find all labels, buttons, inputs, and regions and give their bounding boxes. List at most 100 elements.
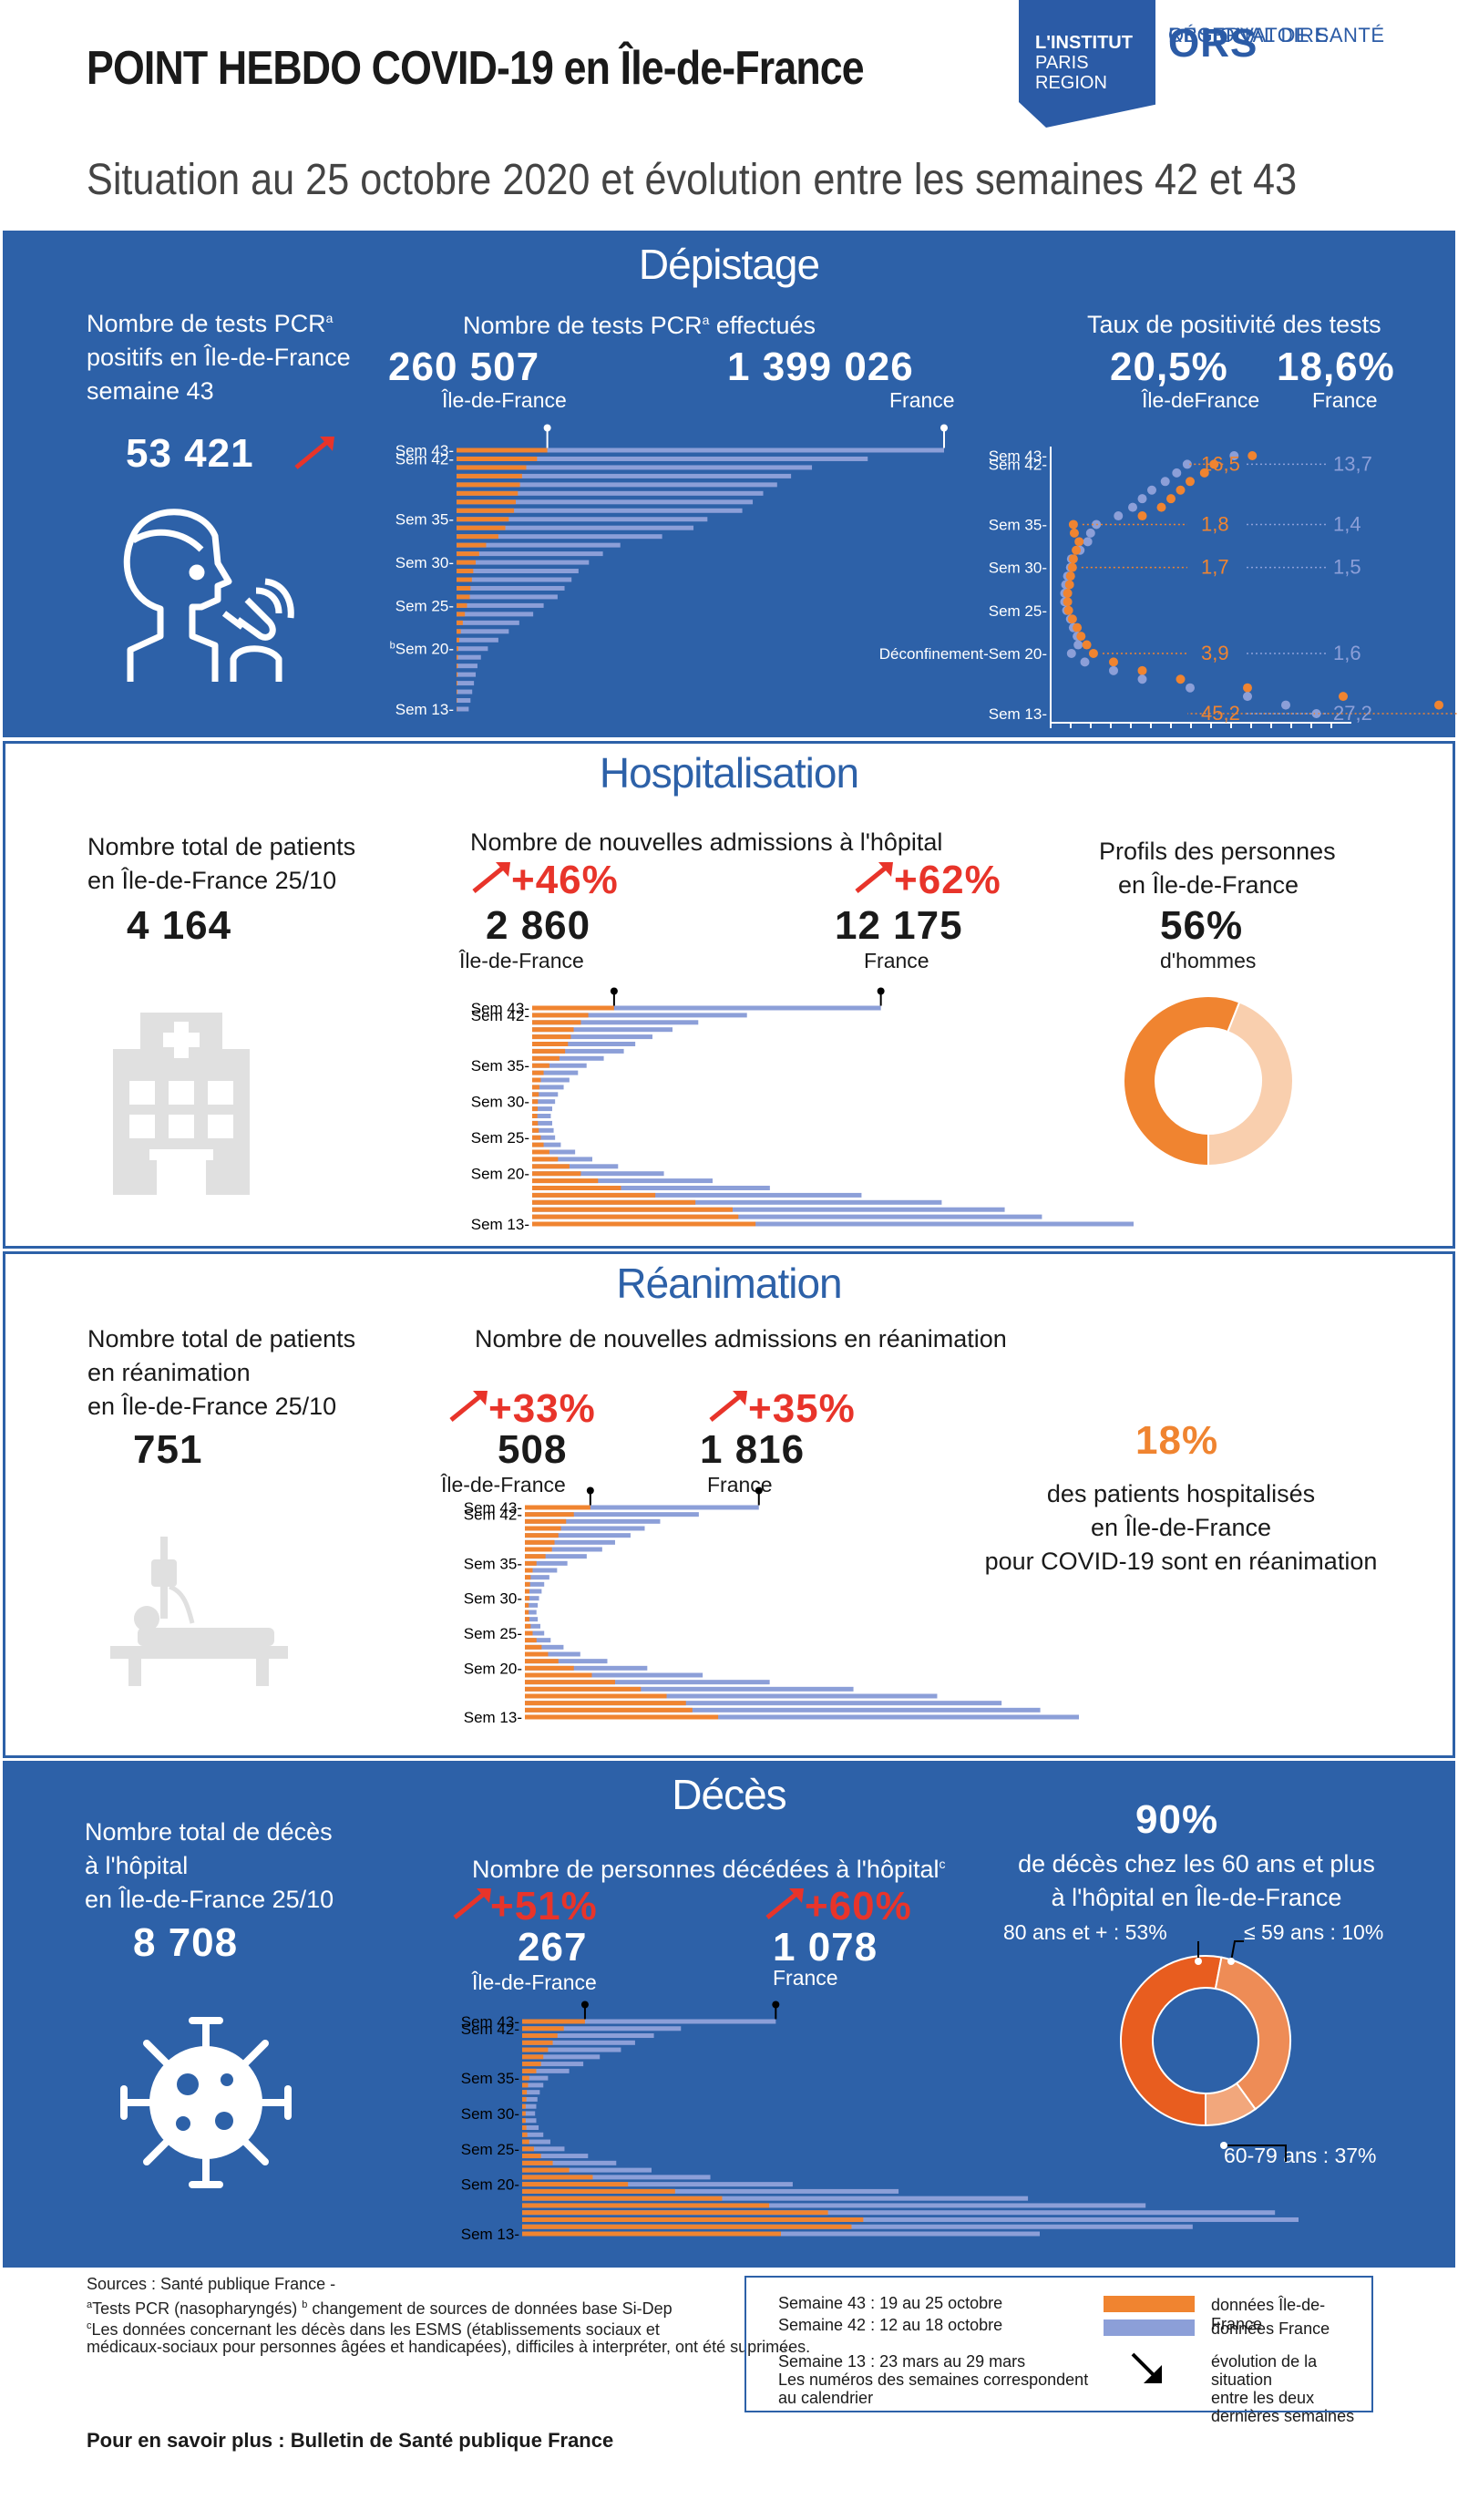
point-idf-sem-40	[1186, 477, 1195, 487]
bar-idf-sem-41	[522, 2033, 558, 2039]
bar-idf-sem-21	[522, 2175, 593, 2180]
bar-france-sem-27	[525, 1617, 539, 1622]
deces-bar-chart: Sem 43-Sem 42- Sem 35- Sem 30- Sem 25- Sem 2…	[461, 2001, 1299, 2243]
bar-idf-sem-19	[525, 1672, 592, 1678]
bar-france-sem-21	[457, 637, 498, 643]
bar-france-sem-42	[457, 456, 868, 461]
tick-label-sem-25: Sem 25-	[395, 597, 454, 614]
legend-week42: Semaine 42 : 12 au 18 octobre	[778, 2316, 1003, 2334]
point-france-sem-20	[1066, 648, 1076, 658]
bar-idf-sem-35	[522, 2075, 529, 2081]
point-idf-sem-19	[1109, 657, 1118, 667]
deces-pct-90: 90%	[1135, 1797, 1219, 1842]
section-title: Réanimation	[616, 1260, 842, 1307]
tick-label-sem-20: bSem 20-	[390, 641, 454, 658]
tick-label-sem-30: Sem 30-	[471, 1094, 529, 1111]
bar-france-sem-32	[525, 1581, 545, 1587]
deces-idf-label: Île-de-France	[472, 1970, 597, 1994]
section-title: Dépistage	[638, 241, 820, 288]
bar-idf-sem-23	[522, 2160, 553, 2165]
virus-icon	[120, 2017, 292, 2188]
bar-france-sem-17	[457, 672, 477, 677]
bar-france-sem-26	[457, 594, 558, 600]
bar-idf-sem-41	[525, 1518, 567, 1524]
point-france-sem-14	[1281, 700, 1290, 710]
point-france-sem-19	[1080, 657, 1090, 667]
bar-france-sem-35	[522, 2075, 549, 2081]
point-idf-sem-16	[1243, 683, 1252, 693]
bar-france-sem-43	[532, 1005, 881, 1011]
bar-idf-sem-31	[525, 1589, 529, 1594]
point-idf-sem-36	[1137, 511, 1147, 521]
bar-idf-sem-43	[457, 447, 548, 453]
donut-callouts	[1195, 1940, 1287, 2162]
value-france-sem-13: 27,2	[1333, 702, 1372, 725]
bar-idf-sem-22	[457, 629, 461, 634]
bar-idf-sem-16	[522, 2210, 828, 2216]
deces-total-value: 8 708	[133, 1920, 239, 1965]
legend-fr: données France	[1211, 2319, 1330, 2338]
tick-label-sem-20: Sem 20-	[464, 1660, 522, 1677]
bar-france-sem-33	[457, 534, 662, 540]
bar-france-sem-30	[532, 1099, 556, 1105]
point-france-sem-16	[1186, 683, 1195, 693]
bar-france-sem-15	[522, 2217, 1299, 2222]
hosp-idf-change: +46%	[511, 858, 619, 902]
point-idf-sem-43	[1248, 451, 1258, 460]
bar-idf-sem-37	[522, 2062, 541, 2067]
bar-france-sem-19	[457, 654, 481, 660]
value-france-sem-42: 13,7	[1333, 452, 1372, 475]
bar-france-sem-37	[532, 1048, 624, 1054]
rea-bar-chart: Sem 43-Sem 42- Sem 35- Sem 30- Sem 25- Sem 2…	[464, 1486, 1079, 1726]
scatter-tick-sem-42: Sem 42-	[989, 456, 1047, 473]
hosp-adm-label: Nombre de nouvelles admissions à l'hôpit…	[470, 828, 943, 856]
tick-label-sem-25: Sem 25-	[471, 1129, 529, 1147]
bar-france-sem-23	[522, 2160, 617, 2165]
deces-idf-value: 267	[518, 1925, 588, 1970]
bar-idf-sem-28	[522, 2125, 527, 2130]
scatter-tick-sem-30: Sem 30-	[989, 560, 1047, 577]
bar-idf-sem-38	[525, 1539, 555, 1545]
point-france-sem-18	[1109, 665, 1118, 675]
bar-france-sem-15	[525, 1701, 1002, 1706]
rate-idf-label: Île-deFrance	[1142, 388, 1260, 412]
bar-idf-sem-27	[457, 585, 471, 591]
bar-france-sem-31	[522, 2103, 537, 2109]
bar-france-sem-39	[525, 1533, 631, 1538]
bar-france-sem-19	[525, 1672, 703, 1678]
point-idf-sem-32	[1072, 545, 1082, 555]
point-idf-sem-24	[1067, 614, 1077, 624]
point-france-sem-21	[1073, 640, 1083, 650]
bar-idf-sem-21	[457, 637, 460, 643]
hospital-bed-icon	[110, 1537, 288, 1686]
bar-france-sem-31	[525, 1589, 542, 1594]
value-idf-sem-30: 1,7	[1201, 556, 1229, 579]
bar-france-sem-14	[525, 1707, 1041, 1713]
rea-fr-change: +35%	[748, 1386, 856, 1431]
bar-france-sem-18	[457, 663, 477, 669]
scatter-tick-sem-25: Sem 25-	[989, 602, 1047, 620]
trend-up-icon	[855, 862, 893, 893]
rate-idf-value: 20,5%	[1110, 345, 1228, 389]
bar-france-sem-43	[522, 2019, 776, 2024]
hosp-fr-change: +62%	[894, 858, 1001, 902]
bar-france-sem-36	[522, 2068, 570, 2073]
profile-label: Profils des personnes en Île-de-France	[1099, 838, 1336, 899]
point-idf-sem-17	[1176, 674, 1186, 684]
bar-idf-sem-18	[532, 1186, 621, 1190]
tick-label-sem-42: Sem 42-	[471, 1007, 529, 1024]
bar-france-sem-27	[522, 2132, 544, 2137]
tick-label-sem-35: Sem 35-	[395, 511, 454, 529]
legend-idf: données Île-de-France	[1211, 2296, 1326, 2333]
men-label: d'hommes	[1160, 949, 1257, 972]
tick-label-sem-43: Sem 43-	[464, 1499, 522, 1517]
bar-france-sem-30	[457, 560, 590, 565]
bar-idf-sem-31	[522, 2103, 526, 2109]
bar-france-sem-24	[532, 1142, 561, 1147]
bar-france-sem-27	[457, 585, 565, 591]
deces-fr-value: 1 078	[773, 1925, 878, 1970]
bar-france-sem-36	[457, 508, 743, 513]
point-idf-sem-23	[1073, 622, 1083, 633]
bar-france-sem-25	[525, 1630, 545, 1636]
bar-idf-sem-19	[522, 2188, 675, 2194]
